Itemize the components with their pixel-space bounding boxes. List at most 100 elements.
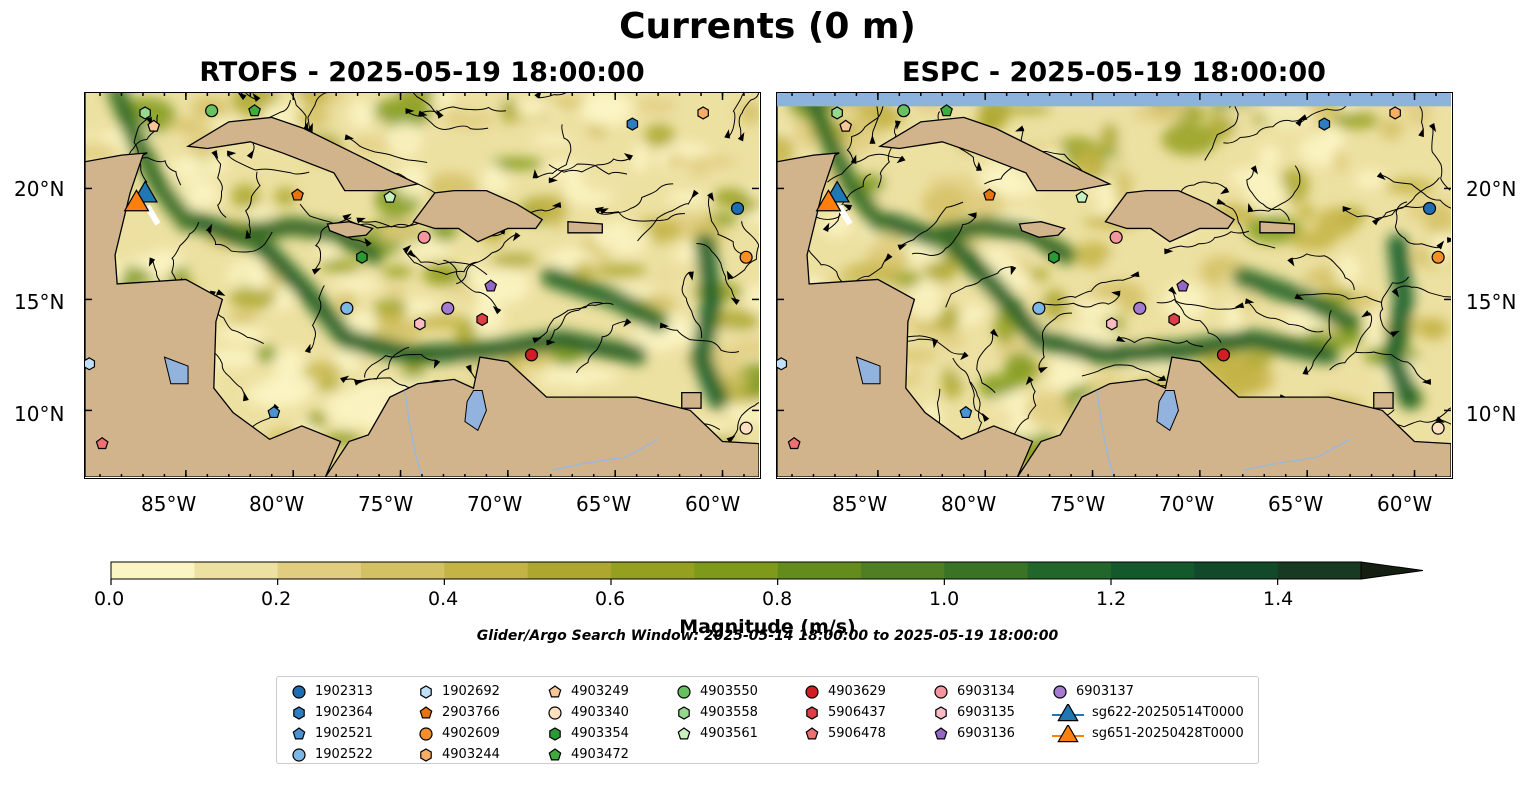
- legend-float-symbol: [548, 747, 562, 760]
- lakes: [163, 356, 487, 432]
- land-trinidad: [681, 392, 702, 409]
- legend-item: 6903135: [933, 702, 1015, 723]
- legend-float-symbol: [934, 684, 948, 699]
- float-5906437: [476, 312, 488, 327]
- float-4903561: [1075, 190, 1089, 203]
- float-5906478: [787, 436, 801, 450]
- legend-label: 4903354: [571, 726, 629, 741]
- legend-item: 4903249: [547, 681, 629, 702]
- lon-label-75w-rtofs: 75°W: [358, 492, 414, 516]
- float-4902609: [739, 250, 753, 264]
- legend-marker-hexagon-icon: [293, 705, 305, 720]
- legend-column: 6903134 6903135 6903136: [933, 681, 1015, 744]
- legend-float-symbol: [292, 684, 306, 699]
- legend-label: 4903629: [828, 684, 886, 699]
- colorbar-bin: [777, 562, 862, 579]
- land-trinidad: [1373, 392, 1394, 409]
- rivers: [404, 390, 659, 477]
- axis-ticks: [777, 93, 1451, 477]
- legend-marker-hexagon-icon: [420, 684, 432, 699]
- land-puerto-rico: [1259, 221, 1295, 234]
- legend-column: 1902313 1902364 1902521 1902522: [291, 681, 373, 765]
- legend-item: 6903137: [1052, 681, 1244, 702]
- legend-label: 4903472: [571, 747, 629, 762]
- legend-label: sg651-20250428T0000: [1092, 726, 1244, 741]
- legend-marker-hexagon-icon: [420, 747, 432, 762]
- legend-item: 4903629: [804, 681, 886, 702]
- lon-label-80w-espc: 80°W: [941, 492, 997, 516]
- lat-label-15n-left: 15°N: [14, 290, 65, 314]
- legend-item: 6903136: [933, 723, 1015, 744]
- glider-track: [144, 204, 161, 226]
- legend-float-symbol: [805, 684, 819, 699]
- legend-column: 6903137 sg622-20250514T0000 sg651-20250428…: [1052, 681, 1244, 744]
- float-4903340: [1431, 421, 1445, 435]
- float-4903558: [139, 106, 151, 120]
- float-6903134: [417, 230, 431, 244]
- rtofs-map-panel: [84, 92, 761, 479]
- float-4902609: [1431, 250, 1445, 264]
- glider-track: [836, 204, 853, 226]
- colorbar-label: Magnitude (m/s): [679, 616, 856, 638]
- legend-column: 4903249 4903340 4903354 4903472: [547, 681, 629, 765]
- legend-float-symbol: [677, 684, 691, 699]
- legend-item: 2903766: [418, 702, 500, 723]
- lon-label-60w-rtofs: 60°W: [685, 492, 741, 516]
- float-1902692: [777, 357, 788, 371]
- espc-map-panel: [776, 92, 1453, 479]
- legend-float-symbol: [419, 705, 433, 718]
- legend-float-symbol: [934, 726, 948, 739]
- colorbar-bin: [111, 562, 195, 579]
- search-window-text: Glider/Argo Search Window: 2025-05-14 18…: [476, 628, 1059, 644]
- lat-label-20n-right: 20°N: [1466, 177, 1517, 201]
- legend-marker-hexagon-icon: [549, 726, 561, 741]
- legend-float-symbol: [549, 726, 561, 741]
- legend-item: 5906437: [804, 702, 886, 723]
- legend-item: 4903340: [547, 702, 629, 723]
- legend-item: 1902364: [291, 702, 373, 723]
- cbar-tick-0-4: 0.4: [428, 588, 459, 610]
- float-6903135: [414, 317, 426, 331]
- float-4903561: [383, 190, 397, 203]
- argo-floats: [85, 104, 753, 450]
- lake-nicaragua: [163, 356, 189, 385]
- float-6903137: [441, 301, 455, 315]
- legend-marker-circle-icon: [934, 684, 948, 699]
- axis-ticks: [85, 93, 759, 477]
- legend-label: 1902521: [315, 726, 373, 741]
- cbar-tick-0-6: 0.6: [595, 588, 626, 610]
- land-masses: [85, 93, 759, 477]
- legend: 1902313 1902364 1902521 1902522 1902692 29037…: [276, 676, 1259, 764]
- float-6903137: [1133, 301, 1147, 315]
- lon-label-85w-rtofs: 85°W: [141, 492, 197, 516]
- land-jamaica: [326, 221, 374, 238]
- float-4903249: [839, 119, 853, 132]
- colorbar-bin: [1027, 562, 1112, 579]
- legend-item: 4903244: [418, 744, 500, 765]
- espc-map-svg: [777, 93, 1451, 477]
- rivers: [1096, 390, 1351, 477]
- float-4903629: [1216, 348, 1231, 362]
- lon-label-85w-espc: 85°W: [832, 492, 888, 516]
- espc-no-data-strip: [777, 93, 1451, 107]
- legend-label: 4903561: [700, 726, 758, 741]
- cbar-tick-0-2: 0.2: [261, 588, 292, 610]
- legend-marker-hexagon-icon: [806, 705, 818, 720]
- float-4903354: [356, 250, 368, 264]
- float-4903550: [897, 104, 911, 118]
- lon-label-70w-espc: 70°W: [1159, 492, 1215, 516]
- lon-label-75w-espc: 75°W: [1050, 492, 1106, 516]
- legend-label: 6903135: [957, 705, 1015, 720]
- gliders: [123, 180, 159, 212]
- rtofs-panel-title: RTOFS - 2025-05-19 18:00:00: [199, 57, 645, 88]
- gliders: [815, 180, 851, 212]
- legend-item: 4902609: [418, 723, 500, 744]
- legend-label: 6903136: [957, 726, 1015, 741]
- lat-label-10n-left: 10°N: [14, 402, 65, 426]
- legend-float-symbol: [419, 726, 433, 741]
- colorbar-bin: [611, 562, 695, 579]
- float-4903340: [739, 421, 753, 435]
- legend-label: 6903137: [1076, 684, 1134, 699]
- legend-column: 4903629 5906437 5906478: [804, 681, 886, 744]
- legend-marker-pentagon-icon: [548, 684, 562, 697]
